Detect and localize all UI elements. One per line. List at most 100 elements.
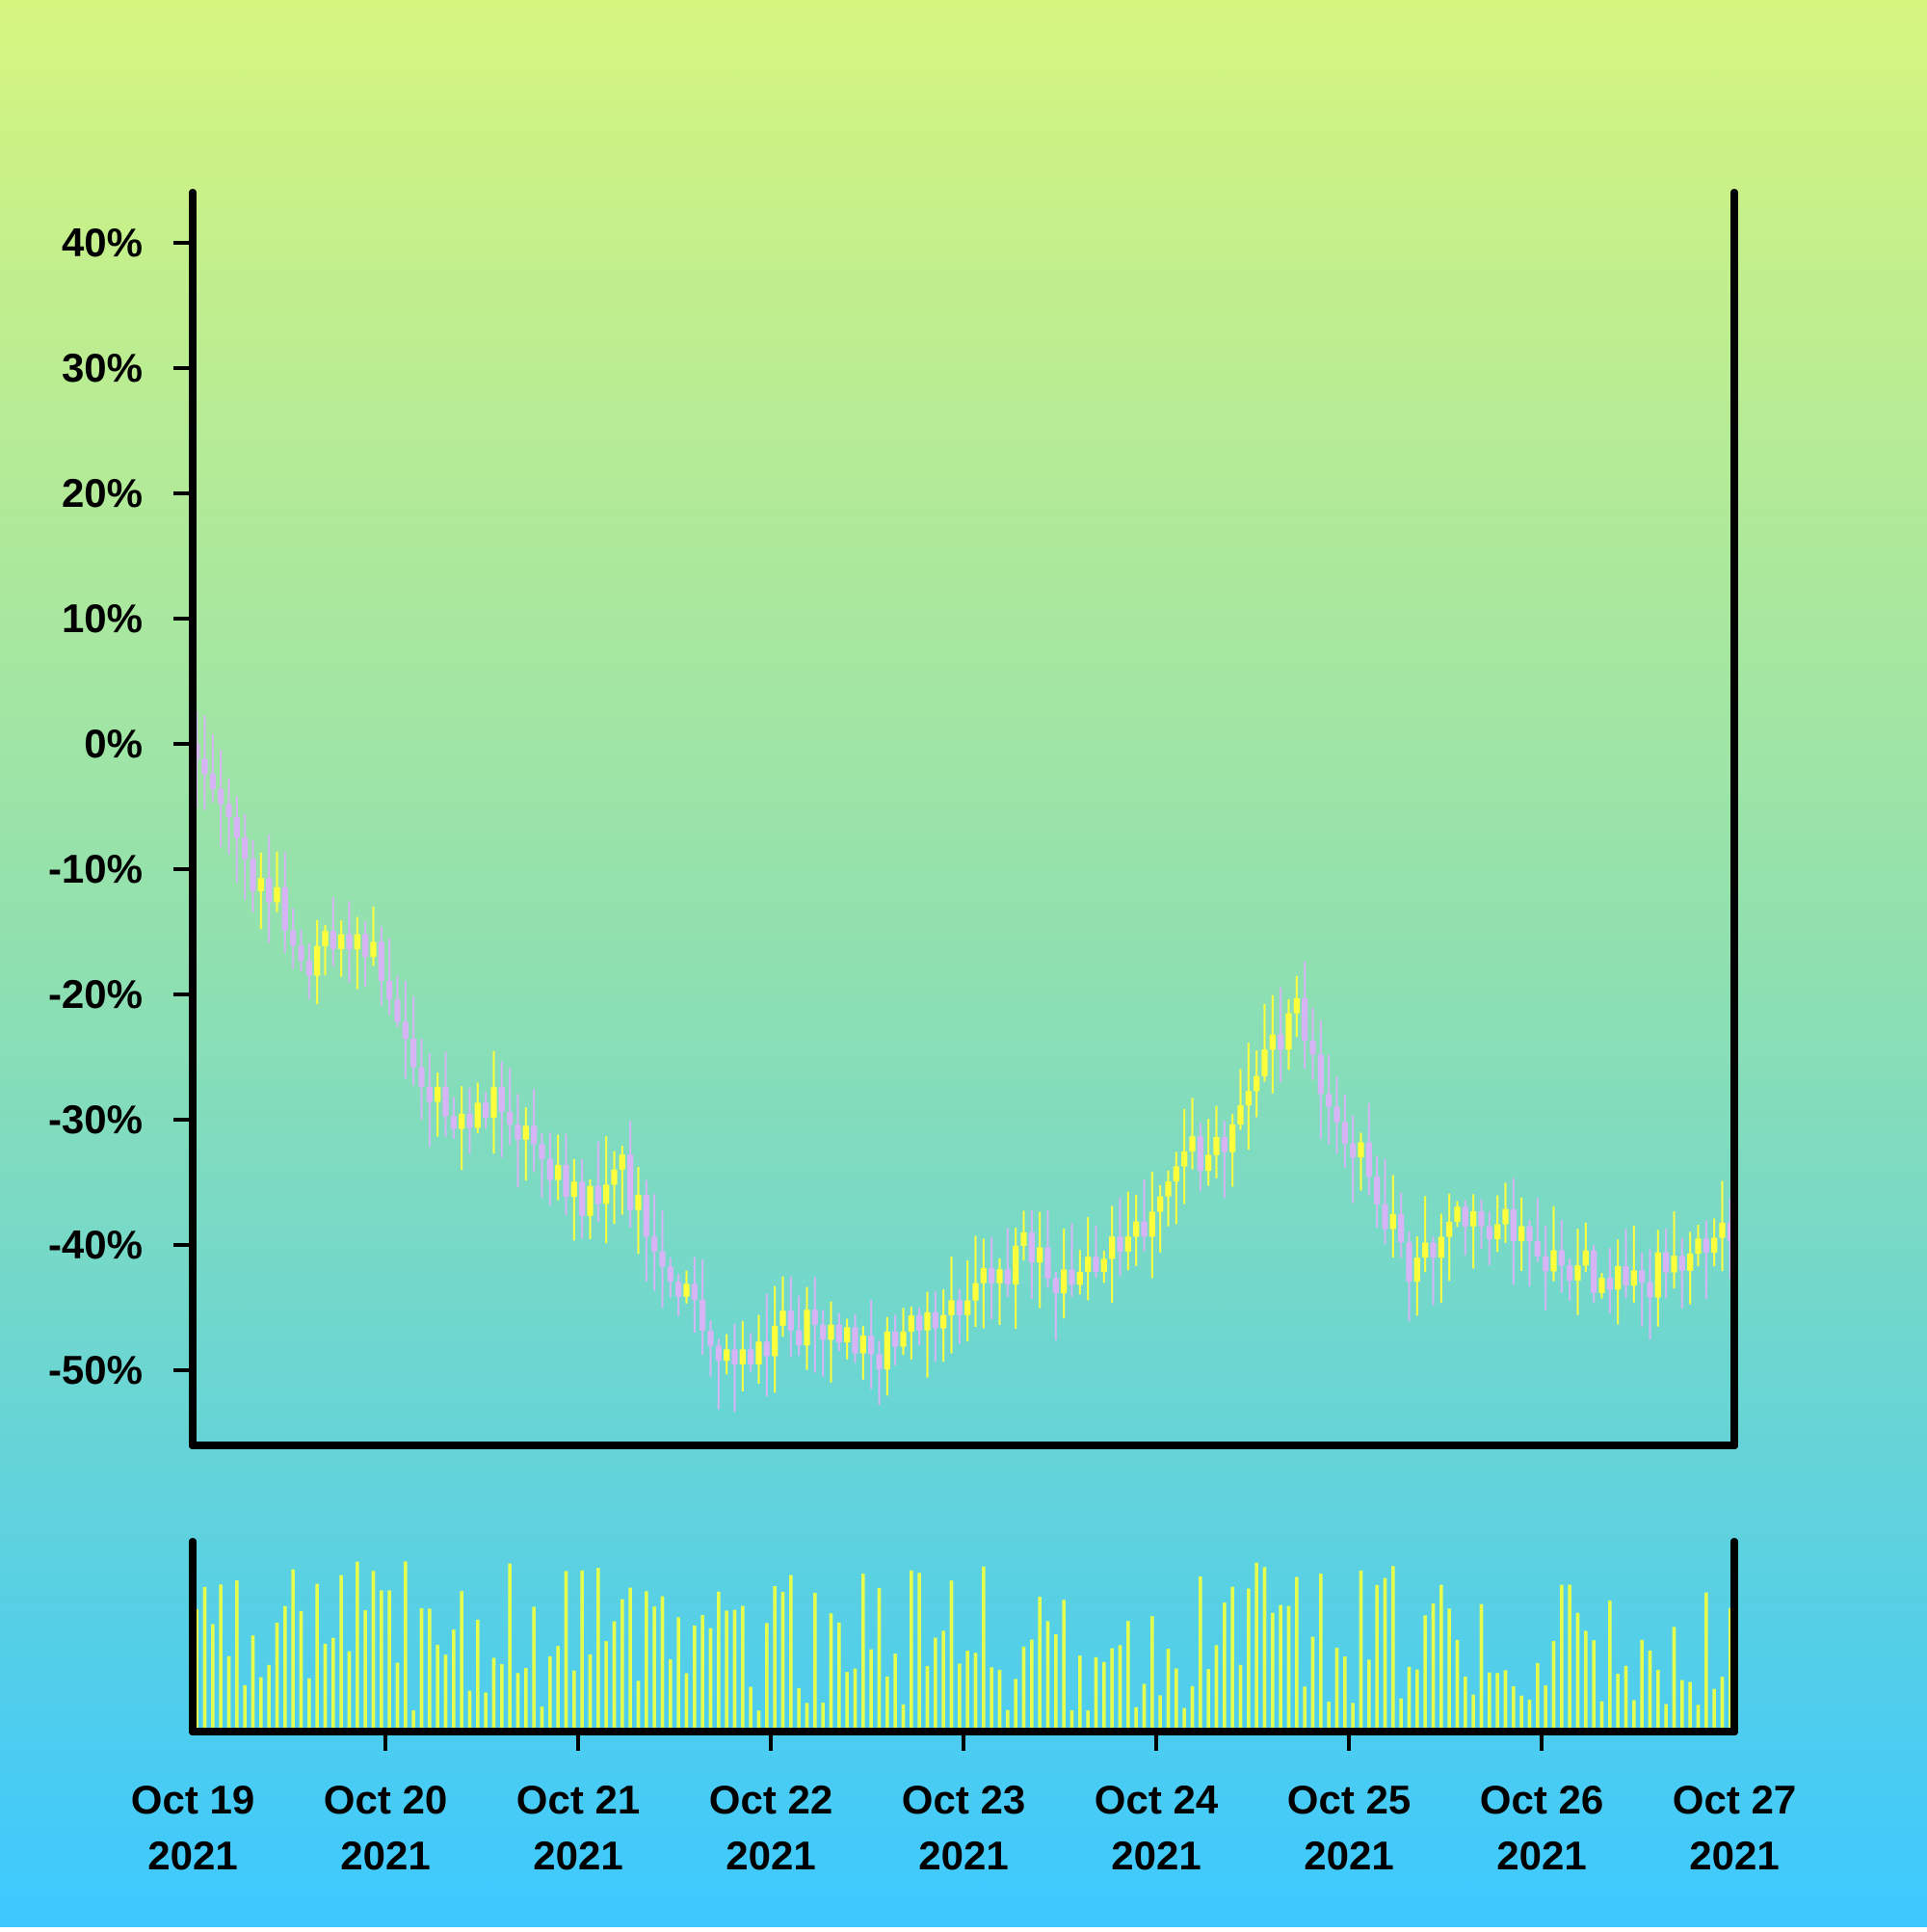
volume-bar	[1616, 1674, 1620, 1732]
volume-bar	[1327, 1701, 1331, 1732]
candle	[1124, 1191, 1131, 1271]
candle-body	[627, 1154, 634, 1210]
candle-body	[1341, 1122, 1348, 1144]
candle-body	[1671, 1256, 1677, 1273]
volume-bar	[1038, 1597, 1042, 1732]
candle-body	[1422, 1242, 1429, 1258]
candle	[964, 1259, 971, 1342]
candle-body	[1181, 1151, 1188, 1167]
candle-body	[683, 1284, 690, 1297]
x-tick-label-date: Oct 21	[516, 1777, 640, 1822]
candle-body	[1623, 1266, 1629, 1286]
candle-body	[1229, 1124, 1236, 1152]
candle	[225, 778, 232, 855]
candle	[362, 920, 369, 988]
candle	[233, 796, 240, 884]
volume-bar	[556, 1646, 560, 1732]
candle-body	[201, 758, 208, 775]
candle-body	[459, 1113, 465, 1129]
volume-bar	[1648, 1650, 1652, 1732]
candle	[619, 1146, 625, 1215]
candle-body	[1061, 1269, 1068, 1294]
candle-body	[1326, 1094, 1333, 1107]
volume-bar	[1199, 1576, 1202, 1732]
volume-bar	[1479, 1603, 1484, 1732]
candle-body	[1157, 1196, 1164, 1212]
volume-bar	[588, 1654, 593, 1732]
candle	[1333, 1075, 1340, 1154]
candle	[474, 1082, 481, 1133]
volume-bar	[1391, 1566, 1395, 1732]
volume-bar	[1230, 1586, 1234, 1732]
x-tick-label-date: Oct 22	[709, 1777, 832, 1822]
volume-bar	[813, 1593, 817, 1732]
candle	[1013, 1228, 1019, 1329]
candle-body	[1389, 1213, 1396, 1230]
candle-body	[539, 1144, 545, 1159]
volume-bar	[1415, 1669, 1419, 1732]
volume-bar	[789, 1575, 793, 1732]
volume-bar	[797, 1687, 801, 1732]
volume-bar	[363, 1609, 367, 1732]
candle	[1727, 1198, 1733, 1279]
candle	[1205, 1119, 1212, 1186]
volume-bar	[1126, 1621, 1130, 1732]
candle	[691, 1257, 698, 1334]
candle-body	[811, 1310, 818, 1325]
volume-bar	[1488, 1672, 1491, 1732]
candle	[450, 1097, 457, 1140]
candle-body	[1382, 1204, 1388, 1230]
candle	[250, 839, 256, 913]
candle	[354, 916, 360, 990]
candle	[266, 834, 273, 943]
candle-body	[1446, 1221, 1453, 1237]
candle-body	[700, 1299, 706, 1332]
candle	[844, 1318, 851, 1360]
candle-body	[715, 1345, 722, 1362]
volume-bar	[1375, 1584, 1379, 1732]
candle-body	[779, 1310, 786, 1326]
candle	[1365, 1102, 1372, 1196]
volume-bar	[1623, 1665, 1628, 1732]
volume-bar	[917, 1573, 921, 1732]
candle-body	[570, 1181, 577, 1197]
volume-bar	[299, 1610, 304, 1732]
candle	[820, 1310, 827, 1377]
volume-bar	[476, 1619, 480, 1732]
candle-body	[1719, 1222, 1726, 1238]
candle	[1221, 1121, 1227, 1199]
candle-body	[442, 1086, 449, 1117]
candle-body	[1398, 1213, 1405, 1243]
volume-bar	[660, 1596, 665, 1732]
volume-bar	[885, 1676, 889, 1732]
candle-body	[322, 931, 329, 946]
candle-body	[1711, 1237, 1718, 1254]
volume-bar	[1086, 1709, 1090, 1732]
volume-bar	[243, 1684, 247, 1732]
candle	[715, 1338, 722, 1410]
candle	[1486, 1211, 1492, 1266]
candle	[209, 733, 216, 803]
candle	[1630, 1225, 1637, 1303]
candle	[1317, 1019, 1324, 1139]
volume-bar	[1672, 1627, 1676, 1732]
candle-body	[1647, 1282, 1653, 1298]
x-tick-label-date: Oct 19	[131, 1777, 254, 1822]
candle	[892, 1314, 899, 1365]
volume-bar	[1632, 1700, 1636, 1732]
candle	[1639, 1252, 1646, 1327]
candle-body	[787, 1310, 794, 1331]
candle-body	[940, 1314, 947, 1329]
candle	[811, 1277, 818, 1373]
volume-bar	[1150, 1616, 1154, 1732]
candle	[1615, 1239, 1622, 1325]
volume-bar	[1102, 1661, 1106, 1732]
volume-bar	[949, 1580, 954, 1732]
candle	[972, 1235, 979, 1328]
volume-bar	[1407, 1666, 1412, 1732]
candle	[940, 1289, 947, 1363]
candle	[1462, 1200, 1468, 1256]
volume-bar	[1464, 1676, 1467, 1732]
candle	[1413, 1236, 1420, 1316]
candle	[594, 1141, 601, 1223]
